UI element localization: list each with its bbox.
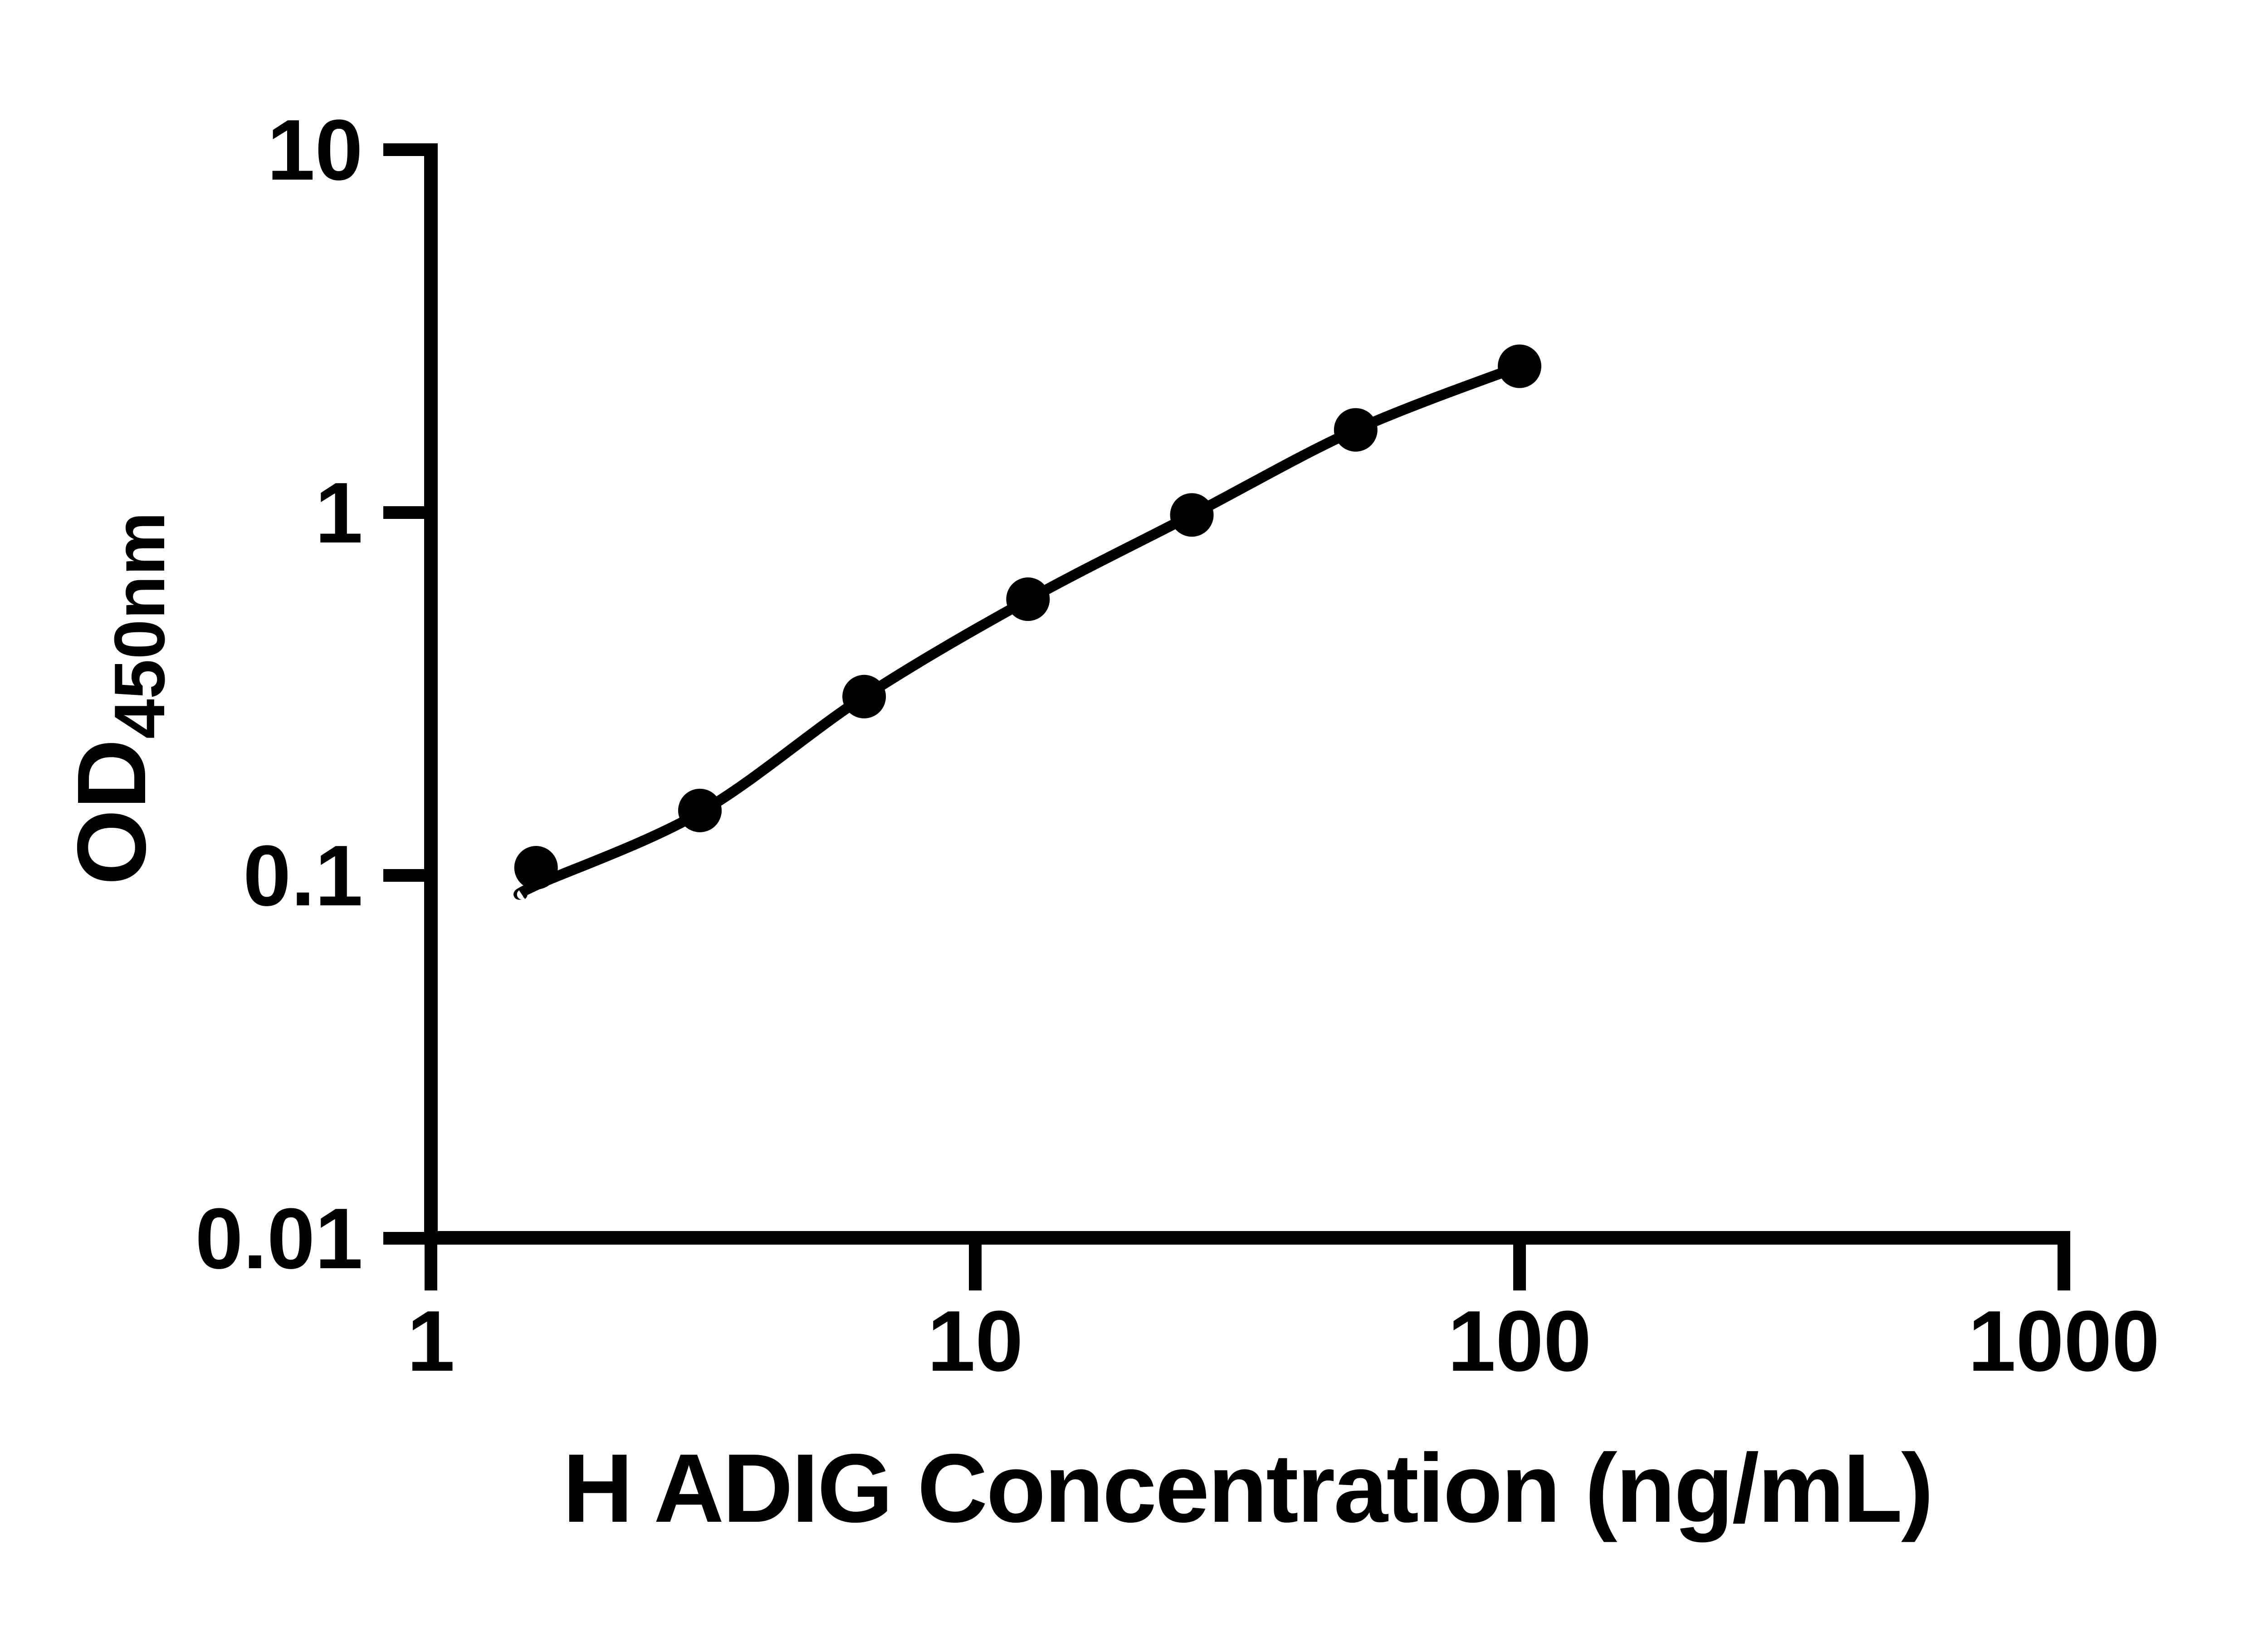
y-tick-label: 0.01: [195, 1191, 363, 1287]
data-point: [1170, 493, 1214, 537]
y-axis-title-main: OD: [57, 739, 166, 885]
y-tick-label: 1: [315, 465, 363, 561]
x-tick-mark: [2058, 1245, 2070, 1290]
x-tick-label: 100: [1447, 1293, 1591, 1389]
data-point: [514, 846, 558, 890]
x-axis-title: H ADIG Concentration (ng/mL): [562, 1433, 1932, 1543]
x-tick-mark: [1513, 1245, 1526, 1290]
y-tick-mark: [383, 869, 424, 882]
x-tick-label: 10: [927, 1293, 1023, 1389]
x-tick-label: 1000: [1968, 1293, 2160, 1389]
data-point: [1006, 577, 1050, 621]
data-point: [1498, 344, 1541, 388]
x-tick-mark: [425, 1245, 437, 1290]
series-layer: [513, 344, 1541, 900]
y-tick-mark: [383, 506, 424, 519]
y-tick-label: 0.1: [243, 828, 363, 924]
y-axis-title-subscript: 450nm: [100, 512, 180, 739]
y-tick-mark: [383, 143, 424, 156]
ticks-layer: 10 1 0.1 0.01 1 10 100 1000: [195, 102, 2160, 1389]
y-axis-title: OD450nm: [57, 512, 180, 885]
y-tick-mark: [383, 1232, 424, 1245]
data-point: [678, 788, 722, 832]
data-point: [842, 674, 886, 718]
x-tick-label: 1: [407, 1293, 455, 1389]
y-axis-line: [424, 143, 438, 1245]
x-axis-line: [424, 1231, 2070, 1245]
y-tick-label: 10: [267, 102, 363, 198]
x-tick-mark: [969, 1245, 982, 1290]
data-point: [1334, 408, 1378, 452]
